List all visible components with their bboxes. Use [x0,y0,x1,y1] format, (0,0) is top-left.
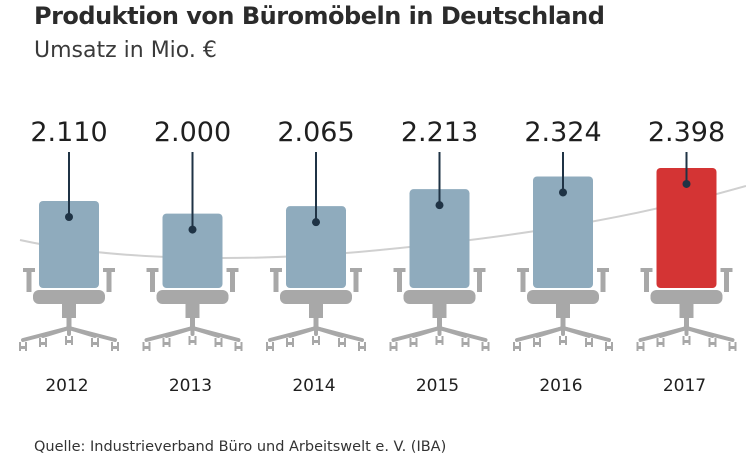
source-note: Quelle: Industrieverband Büro und Arbeit… [34,439,447,455]
value-label: 2.213 [401,117,478,148]
bar-highlight [656,167,717,288]
value-dot [435,201,444,210]
chair-seat [280,290,352,304]
bar [39,200,99,288]
chart-subtitle: Umsatz in Mio. € [34,38,217,63]
chair-seat [33,290,105,304]
x-tick-label: 2013 [169,376,212,396]
office-chair-icon [266,268,366,351]
value-label: 2.110 [30,117,107,148]
value-label: 2.398 [648,117,725,148]
office-chair-icon [513,268,613,351]
x-tick-label: 2014 [292,376,335,396]
value-dot [559,188,567,197]
x-tick-label: 2012 [45,376,88,396]
value-dot [682,179,691,188]
x-tick-label: 2015 [416,376,459,396]
bar [409,189,470,288]
office-chair-icon [636,268,737,351]
value-label: 2.324 [524,117,601,148]
office-chair-icon [389,268,490,351]
trend-curve [19,185,746,259]
value-dot [188,225,197,234]
bar [286,206,346,288]
chair-seat [403,290,476,304]
chart-title: Produktion von Büromöbeln in Deutschland [34,2,605,30]
bar-chart: 2.110 2012 2.000 2013 2.065 2014 2.213 2015 2.32… [19,117,746,396]
bar [533,176,593,288]
chair-seat [527,290,599,304]
value-label: 2.065 [277,117,354,148]
chair-seat [156,290,229,304]
chart-marks: 2.110 2012 2.000 2013 2.065 2014 2.213 2015 2.32… [19,117,737,396]
value-label: 2.000 [154,117,231,148]
office-chair-icon [142,268,243,351]
value-dot [65,212,73,221]
chair-seat [650,290,723,304]
office-chair-icon [19,268,119,351]
x-tick-label: 2017 [663,376,706,396]
bar [162,213,223,288]
value-dot [312,218,320,227]
x-tick-label: 2016 [539,376,582,396]
